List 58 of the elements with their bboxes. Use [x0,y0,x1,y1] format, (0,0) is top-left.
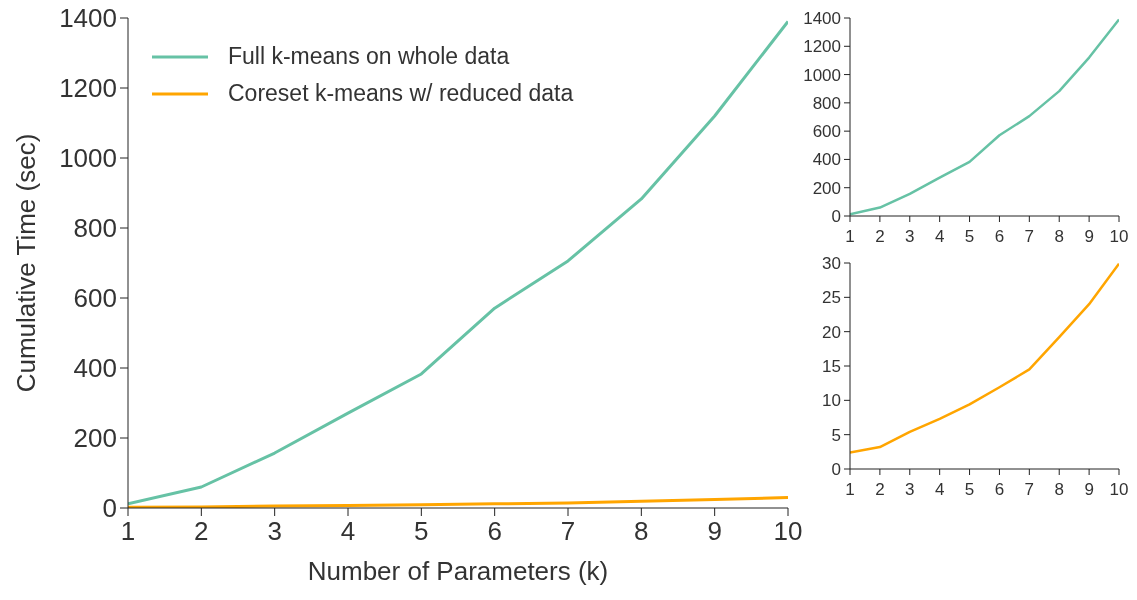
y-tick-label: 15 [822,357,841,377]
y-tick-label: 1200 [59,73,117,104]
y-tick-label: 1400 [59,3,117,34]
y-tick-label: 5 [831,425,841,445]
x-tick-label: 1 [845,227,855,247]
x-tick-label: 6 [487,516,502,547]
x-tick-label: 2 [875,480,885,500]
y-tick-label: 1000 [59,143,117,174]
x-tick-label: 6 [994,480,1005,500]
x-tick-label: 5 [964,480,975,500]
y-tick-label: 10 [822,391,841,411]
legend-label: Full k-means on whole data [228,42,510,71]
x-tick-label: 6 [994,227,1005,247]
x-tick-label: 9 [707,516,722,547]
x-axis-title: Number of Parameters (k) [307,556,609,586]
x-tick-label: 3 [267,516,282,547]
y-tick-label: 1200 [803,37,841,57]
x-tick-label: 5 [964,227,975,247]
x-tick-label: 8 [1054,480,1064,500]
y-tick-label: 25 [822,288,841,308]
x-tick-label: 8 [1054,227,1064,247]
x-tick-label: 10 [1109,227,1129,247]
x-tick-label: 7 [1024,480,1035,500]
x-tick-label: 2 [194,516,209,547]
y-tick-label: 0 [831,460,841,480]
y-tick-label: 600 [812,122,841,142]
y-tick-label: 0 [831,207,841,227]
x-tick-label: 9 [1084,480,1094,500]
x-tick-label: 3 [905,480,915,500]
x-tick-label: 10 [1109,480,1129,500]
y-tick-label: 400 [73,353,117,384]
y-tick-label: 200 [812,178,841,198]
x-tick-label: 3 [905,227,915,247]
x-tick-label: 10 [773,516,803,547]
y-tick-label: 0 [102,493,117,524]
y-tick-label: 400 [812,150,841,170]
y-tick-label: 800 [812,93,841,113]
x-tick-label: 4 [934,227,945,247]
y-tick-label: 600 [73,283,117,314]
x-tick-label: 4 [340,516,356,547]
y-axis-title: Cumulative Time (sec) [11,133,42,393]
x-tick-label: 2 [875,227,885,247]
y-tick-label: 1000 [803,65,841,85]
x-tick-label: 4 [934,480,945,500]
x-tick-label: 9 [1084,227,1094,247]
x-tick-label: 5 [414,516,429,547]
x-tick-label: 7 [1024,227,1035,247]
y-tick-label: 30 [822,254,841,274]
x-tick-label: 8 [634,516,649,547]
x-tick-label: 1 [120,516,136,547]
legend-label: Coreset k-means w/ reduced data [228,79,574,108]
y-tick-label: 800 [73,213,117,244]
y-tick-label: 200 [73,423,117,454]
line-series [850,263,1119,454]
y-tick-label: 1400 [803,9,841,29]
x-tick-label: 7 [560,516,576,547]
y-tick-label: 20 [822,322,841,342]
x-tick-label: 1 [845,480,855,500]
